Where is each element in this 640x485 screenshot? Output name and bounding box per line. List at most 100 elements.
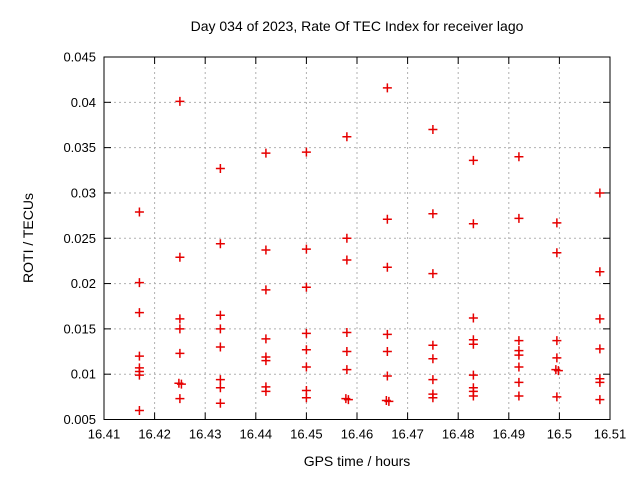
data-point-marker	[301, 345, 311, 355]
data-point-marker	[261, 285, 271, 295]
data-point-marker	[595, 344, 605, 354]
x-tick-label: 16.42	[138, 427, 171, 442]
data-point-marker	[514, 152, 524, 162]
x-tick-label: 16.41	[88, 427, 121, 442]
data-point-marker	[342, 132, 352, 142]
data-point-marker	[134, 308, 144, 318]
data-point-marker	[382, 214, 392, 224]
data-point-marker	[552, 336, 562, 346]
data-point-marker	[301, 244, 311, 254]
data-point-marker	[514, 391, 524, 401]
plot-border	[103, 56, 611, 420]
data-point-marker	[552, 353, 562, 363]
y-tick-label: 0.02	[71, 276, 96, 291]
data-point-marker	[342, 255, 352, 265]
data-point-marker	[428, 269, 438, 279]
data-point-marker	[343, 395, 353, 405]
data-point-marker	[552, 392, 562, 402]
y-tick-label: 0.03	[71, 185, 96, 200]
data-point-marker	[215, 342, 225, 352]
x-tick-label: 16.51	[594, 427, 627, 442]
data-point-marker	[342, 347, 352, 357]
data-point-marker	[468, 219, 478, 229]
data-point-marker	[134, 278, 144, 288]
data-point-marker	[215, 398, 225, 408]
data-point-marker	[134, 370, 144, 380]
data-point-marker	[514, 362, 524, 372]
x-tick-label: 16.45	[290, 427, 323, 442]
data-point-marker	[428, 375, 438, 385]
data-point-marker	[382, 371, 392, 381]
data-point-marker	[175, 252, 185, 262]
data-point-marker	[428, 209, 438, 219]
x-tick-label: 16.49	[493, 427, 526, 442]
grid-layer	[104, 57, 610, 420]
x-tick-label: 16.48	[442, 427, 475, 442]
data-point-marker	[175, 96, 185, 106]
data-point-marker	[301, 393, 311, 403]
data-point-marker	[382, 347, 392, 357]
data-point-marker	[215, 310, 225, 320]
data-point-marker	[514, 213, 524, 223]
data-point-marker	[552, 248, 562, 258]
data-point-marker	[428, 354, 438, 364]
data-point-marker	[552, 218, 562, 228]
data-point-marker	[595, 377, 605, 387]
data-point-marker	[261, 386, 271, 396]
data-point-marker	[261, 334, 271, 344]
data-point-marker	[428, 340, 438, 350]
data-point-marker	[595, 267, 605, 277]
data-point-marker	[215, 163, 225, 173]
data-point-marker	[382, 262, 392, 272]
x-tick-label: 16.44	[240, 427, 273, 442]
chart-title: Day 034 of 2023, Rate Of TEC Index for r…	[191, 18, 524, 34]
y-tick-label: 0.04	[71, 95, 96, 110]
data-point-marker	[175, 314, 185, 324]
y-tick-label: 0.005	[63, 412, 96, 427]
data-point-marker	[468, 339, 478, 349]
data-point-marker	[176, 379, 186, 389]
data-point-marker	[301, 147, 311, 157]
y-tick-label: 0.035	[63, 140, 96, 155]
data-point-marker	[215, 383, 225, 393]
y-tick-label: 0.025	[63, 231, 96, 246]
x-tick-label: 16.46	[341, 427, 374, 442]
data-point-marker	[384, 396, 394, 406]
data-point-marker	[261, 356, 271, 366]
data-point-marker	[215, 239, 225, 249]
data-point-marker	[215, 324, 225, 334]
data-point-marker	[514, 336, 524, 346]
data-point-marker	[342, 365, 352, 375]
data-point-marker	[261, 245, 271, 255]
data-point-marker	[514, 350, 524, 360]
data-point-marker	[382, 329, 392, 339]
data-point-marker	[468, 391, 478, 401]
data-point-marker	[301, 328, 311, 338]
y-tick-label: 0.01	[71, 367, 96, 382]
data-point-marker	[134, 351, 144, 361]
data-point-marker	[468, 370, 478, 380]
data-point-marker	[428, 393, 438, 403]
data-point-marker	[382, 83, 392, 93]
data-point-marker	[428, 125, 438, 134]
y-tick-label: 0.045	[63, 50, 96, 65]
x-tick-label: 16.5	[547, 427, 572, 442]
data-point-marker	[342, 233, 352, 243]
data-point-marker	[134, 207, 144, 217]
data-point-marker	[134, 405, 144, 415]
x-axis-label: GPS time / hours	[304, 453, 411, 469]
data-point-marker	[595, 314, 605, 324]
data-point-marker	[468, 313, 478, 323]
data-point-marker	[175, 324, 185, 334]
data-point-marker	[342, 328, 352, 337]
tick-label-layer: 16.41 16.42 16.43 16.44 16.45 16.46 16.47 16.48…	[63, 50, 626, 442]
data-point-marker	[553, 366, 563, 376]
data-points-layer	[134, 83, 605, 415]
data-point-marker	[468, 155, 478, 165]
data-point-marker	[175, 348, 185, 358]
y-axis-label: ROTI / TECUs	[20, 193, 36, 283]
data-point-marker	[215, 375, 225, 385]
data-point-marker	[175, 394, 185, 404]
data-point-marker	[514, 377, 524, 387]
